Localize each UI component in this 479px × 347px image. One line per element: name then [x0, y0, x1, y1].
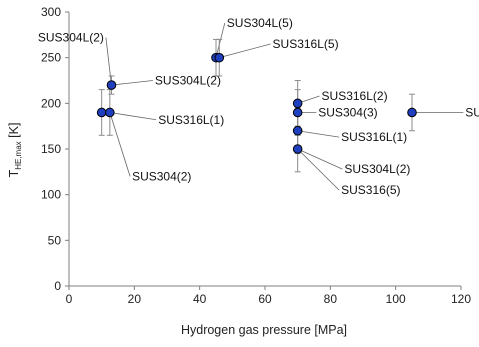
point-label: SUS316(5): [341, 183, 400, 197]
x-tick-label: 40: [193, 292, 207, 306]
y-axis-title: THE,max [K]: [7, 123, 23, 178]
point-label: SUS304L(2): [344, 162, 410, 176]
y-tick-label: 200: [41, 96, 61, 110]
y-tick-label: 100: [41, 188, 61, 202]
leader-line: [105, 37, 112, 86]
leader-line: [111, 80, 153, 86]
data-points: [96, 52, 417, 154]
y-axis-title-subscript: HE,max: [14, 141, 23, 169]
leader-line: [219, 43, 271, 59]
leader-line: [109, 112, 157, 121]
x-tick-label: 100: [386, 292, 406, 306]
leader-line: [297, 148, 343, 170]
point-label: SUS304L(5): [227, 16, 293, 30]
leader-lines: [105, 22, 464, 191]
y-axis-title-unit: [K]: [7, 123, 21, 142]
point-label: SUS316L(1): [341, 130, 407, 144]
leader-line: [109, 112, 131, 177]
x-tick-label: 80: [324, 292, 338, 306]
data-point: [96, 107, 107, 118]
leader-line: [297, 148, 340, 191]
tick-labels: 0 20 40 60 80 100 120 0 50 100 150 200 250 300: [41, 5, 471, 306]
y-tick-label: 150: [41, 142, 61, 156]
leader-line: [215, 22, 226, 58]
axes: [65, 11, 462, 290]
point-label: SUS304(2): [132, 169, 191, 183]
x-tick-label: 20: [128, 292, 142, 306]
point-label: SUS304L(2): [38, 31, 104, 45]
x-tick-label: 0: [66, 292, 73, 306]
point-label: SUS316L(1): [158, 113, 224, 127]
y-tick-label: 50: [48, 233, 62, 247]
y-tick-label: 0: [54, 279, 61, 293]
x-tick-label: 120: [451, 292, 471, 306]
y-tick-label: 250: [41, 51, 61, 65]
y-tick-label: 300: [41, 5, 61, 19]
point-labels: SUS304L(2) SUS304L(2) SUS316L(1) SUS304(2) S…: [38, 16, 479, 197]
x-axis-title: Hydrogen gas pressure [MPa]: [181, 323, 347, 337]
data-point: [292, 144, 303, 154]
data-point: [407, 107, 417, 118]
data-point: [105, 107, 115, 118]
point-label: SUS316L(5): [273, 37, 339, 51]
point-label: SUS316L(2): [322, 89, 388, 103]
data-point: [106, 80, 117, 90]
point-label: SUS304L(2): [155, 74, 221, 88]
x-tick-label: 60: [258, 292, 272, 306]
data-point: [292, 107, 303, 118]
data-point: [292, 98, 303, 109]
data-point: [214, 52, 225, 63]
point-label: SUS316(3): [465, 105, 479, 119]
data-point: [292, 125, 303, 136]
point-label: SUS304(3): [318, 105, 377, 119]
leader-line: [297, 130, 340, 138]
y-axis-title-main: T: [7, 169, 21, 177]
